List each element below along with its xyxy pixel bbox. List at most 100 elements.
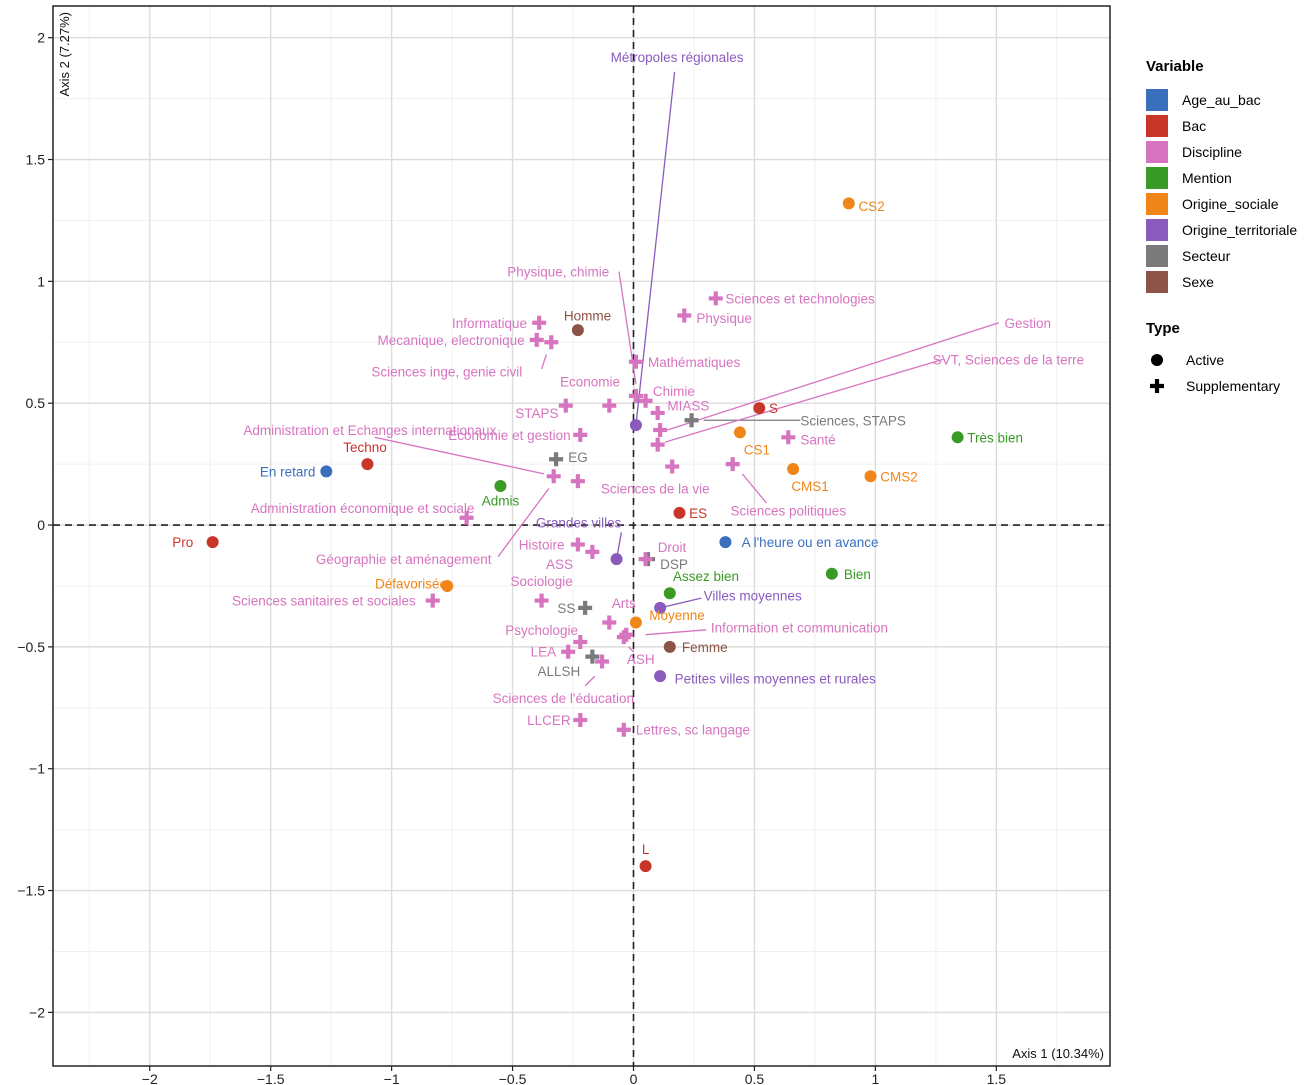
point-label: Sciences de la vie [601,481,710,496]
point-label: SS [557,601,575,616]
legend-type-title: Type [1146,320,1180,337]
legend-label: Sexe [1182,274,1214,290]
point-supplementary [638,393,653,408]
point-label: Petites villes moyennes et rurales [675,672,876,687]
point-supplementary [684,413,699,428]
point-label: ASS [546,557,573,572]
x-tick-label: 1.5 [987,1071,1007,1085]
y-tick-label: 2 [37,30,45,46]
point-label: SVT, Sciences de la terre [933,352,1085,367]
point-active [639,860,652,873]
point-label: Sciences inge, genie civil [371,365,522,380]
point-supplementary [619,627,634,642]
leader-line [664,358,944,443]
point-active [206,536,219,549]
y-tick-label: 0 [37,517,45,533]
point-label: Arts [612,596,636,611]
leader-line [635,71,676,426]
leader-line [628,646,634,653]
legend-swatch [1146,167,1168,189]
point-supplementary [781,430,796,445]
point-supplementary [595,654,610,669]
point-label: Economie et gestion [448,428,570,443]
circle-icon [1146,349,1168,371]
x-axis-label: Axis 1 (10.34%) [1012,1046,1104,1061]
point-label: Administration et Echanges internationau… [243,423,496,438]
point-supplementary [459,510,474,525]
legend-swatch [1146,141,1168,163]
y-tick-label: −2 [29,1004,45,1020]
y-axis-label: Axis 2 (7.27%) [57,12,72,97]
point-active [951,431,964,444]
point-label: Administration économique et sociale [251,501,475,516]
legend-item: Supplementary [1146,373,1297,399]
point-active [654,601,667,614]
legend-swatch [1146,89,1168,111]
point-label: Géographie et aménagement [316,552,492,567]
legend-item: Origine_territoriale [1146,217,1297,243]
point-label: Informatique [452,316,527,331]
legend-swatch [1146,219,1168,241]
point-label: Histoire [519,538,565,553]
point-label: Sciences, STAPS [800,413,906,428]
legend-label: Mention [1182,170,1232,186]
point-supplementary [650,405,665,420]
leader-line [645,629,707,636]
point-supplementary [529,332,544,347]
point-supplementary [602,615,617,630]
legend-item: Bac [1146,113,1297,139]
point-supplementary [708,291,723,306]
point-supplementary [573,427,588,442]
point-supplementary [558,398,573,413]
y-tick-label: −1 [29,761,45,777]
point-supplementary [585,544,600,559]
x-tick-label: −2 [142,1071,158,1085]
x-tick-label: 0 [630,1071,638,1085]
legend-item: Mention [1146,165,1297,191]
point-label: Mecanique, electronique [378,333,525,348]
point-label: Villes moyennes [704,589,802,604]
point-label: A l'heure ou en avance [742,535,879,550]
leader-line [667,322,999,431]
point-active [654,670,667,683]
legend-label: Origine_sociale [1182,196,1279,212]
point-supplementary [638,552,653,567]
point-label: Très bien [967,430,1023,445]
point-supplementary [573,712,588,727]
point-supplementary [532,315,547,330]
point-label: CMS1 [791,479,829,494]
leader-line [584,675,596,687]
legend-label: Discipline [1182,144,1242,160]
point-label: ES [689,506,707,521]
point-supplementary [650,437,665,452]
point-label: L [642,842,650,857]
point-active [663,587,676,600]
point-supplementary [602,398,617,413]
legend-label: Bac [1182,118,1207,134]
point-label: MIASS [667,399,709,414]
legend-item: Active [1146,347,1297,373]
point-label: S [769,401,778,416]
legend-item: Discipline [1146,139,1297,165]
leader-line [497,488,550,558]
point-supplementary [546,469,561,484]
point-active [733,426,746,439]
leader-line [540,354,548,370]
point-label: Sciences de l'éducation [493,691,634,706]
point-active [320,465,333,478]
y-tick-label: −1.5 [17,883,45,899]
point-supplementary [573,635,588,649]
y-tick-label: 1 [37,273,45,289]
legend-label: Age_au_bac [1182,92,1261,108]
point-label: Moyenne [649,608,705,623]
legend-variable-title: Variable [1146,58,1204,75]
point-label: LEA [531,645,557,660]
point-label: Métropoles régionales [611,50,744,65]
point-label: STAPS [515,406,558,421]
point-supplementary [665,459,680,474]
point-label: EG [568,450,588,465]
y-tick-label: 1.5 [26,152,46,168]
point-active [753,402,766,415]
